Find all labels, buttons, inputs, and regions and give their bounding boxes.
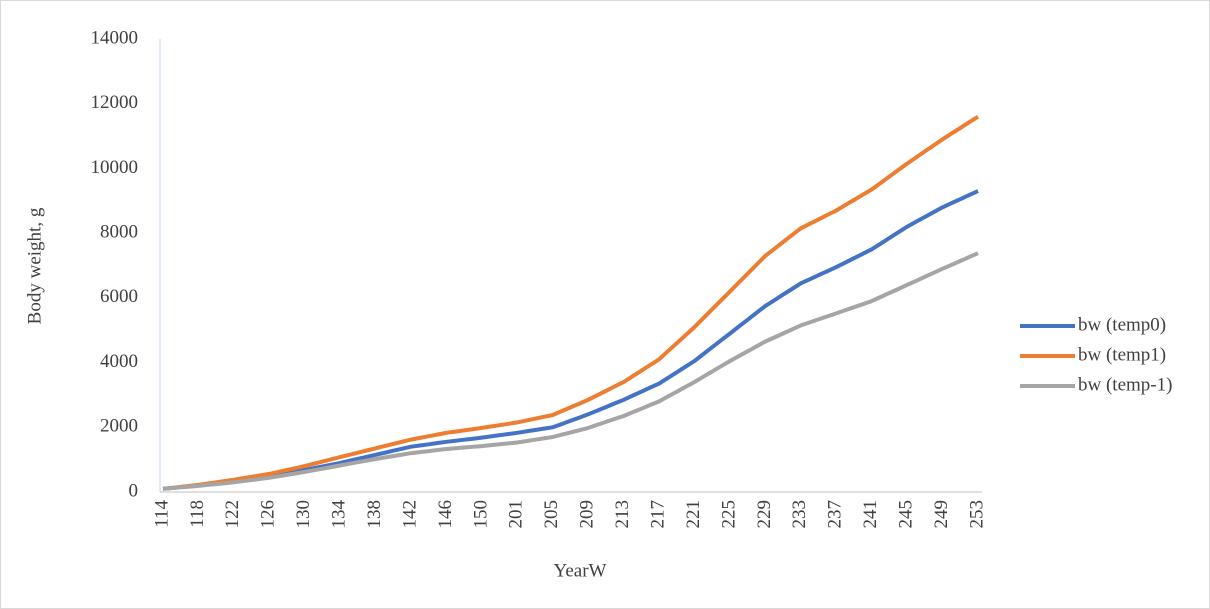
x-tick-label: 138 [364, 500, 385, 529]
x-tick-label: 253 [966, 500, 987, 529]
x-tick-label: 134 [329, 500, 350, 529]
x-tick-label: 146 [435, 500, 456, 529]
x-tick-label: 245 [895, 500, 916, 529]
series-line [162, 251, 979, 491]
y-axis-title: Body weight, g [24, 207, 45, 324]
x-tick-label: 130 [293, 500, 314, 529]
x-tick-label: 213 [612, 500, 633, 529]
x-tick-label: 126 [258, 500, 279, 529]
x-tick-label: 237 [825, 500, 846, 529]
y-tick-label: 14000 [91, 27, 139, 48]
series-line [162, 115, 980, 491]
x-tick-label: 118 [187, 500, 208, 528]
x-tick-label: 225 [718, 500, 739, 529]
x-tick-label: 241 [860, 500, 881, 529]
y-tick-label: 6000 [100, 286, 138, 307]
x-tick-label: 201 [506, 500, 527, 529]
legend-label: bw (temp0) [1078, 314, 1166, 335]
x-tick-label: 114 [151, 500, 172, 528]
y-tick-label: 0 [129, 480, 139, 501]
y-tick-label: 4000 [100, 351, 138, 372]
x-tick-label: 150 [470, 500, 491, 529]
y-tick-label: 12000 [91, 92, 139, 113]
x-axis-title: YearW [554, 560, 607, 581]
x-tick-label: 249 [931, 500, 952, 529]
y-tick-label: 8000 [100, 222, 138, 243]
x-tick-label: 142 [399, 500, 420, 529]
y-tick-label: 2000 [100, 416, 138, 437]
x-tick-label: 217 [647, 500, 668, 529]
x-tick-label: 221 [683, 500, 704, 529]
x-tick-label: 209 [577, 500, 598, 529]
x-tick-label: 122 [222, 500, 243, 529]
x-tick-label: 233 [789, 500, 810, 529]
x-tick-label: 205 [541, 500, 562, 529]
y-tick-label: 10000 [91, 157, 139, 178]
legend-label: bw (temp-1) [1078, 374, 1172, 395]
legend-label: bw (temp1) [1078, 344, 1166, 365]
x-tick-label: 229 [754, 500, 775, 529]
